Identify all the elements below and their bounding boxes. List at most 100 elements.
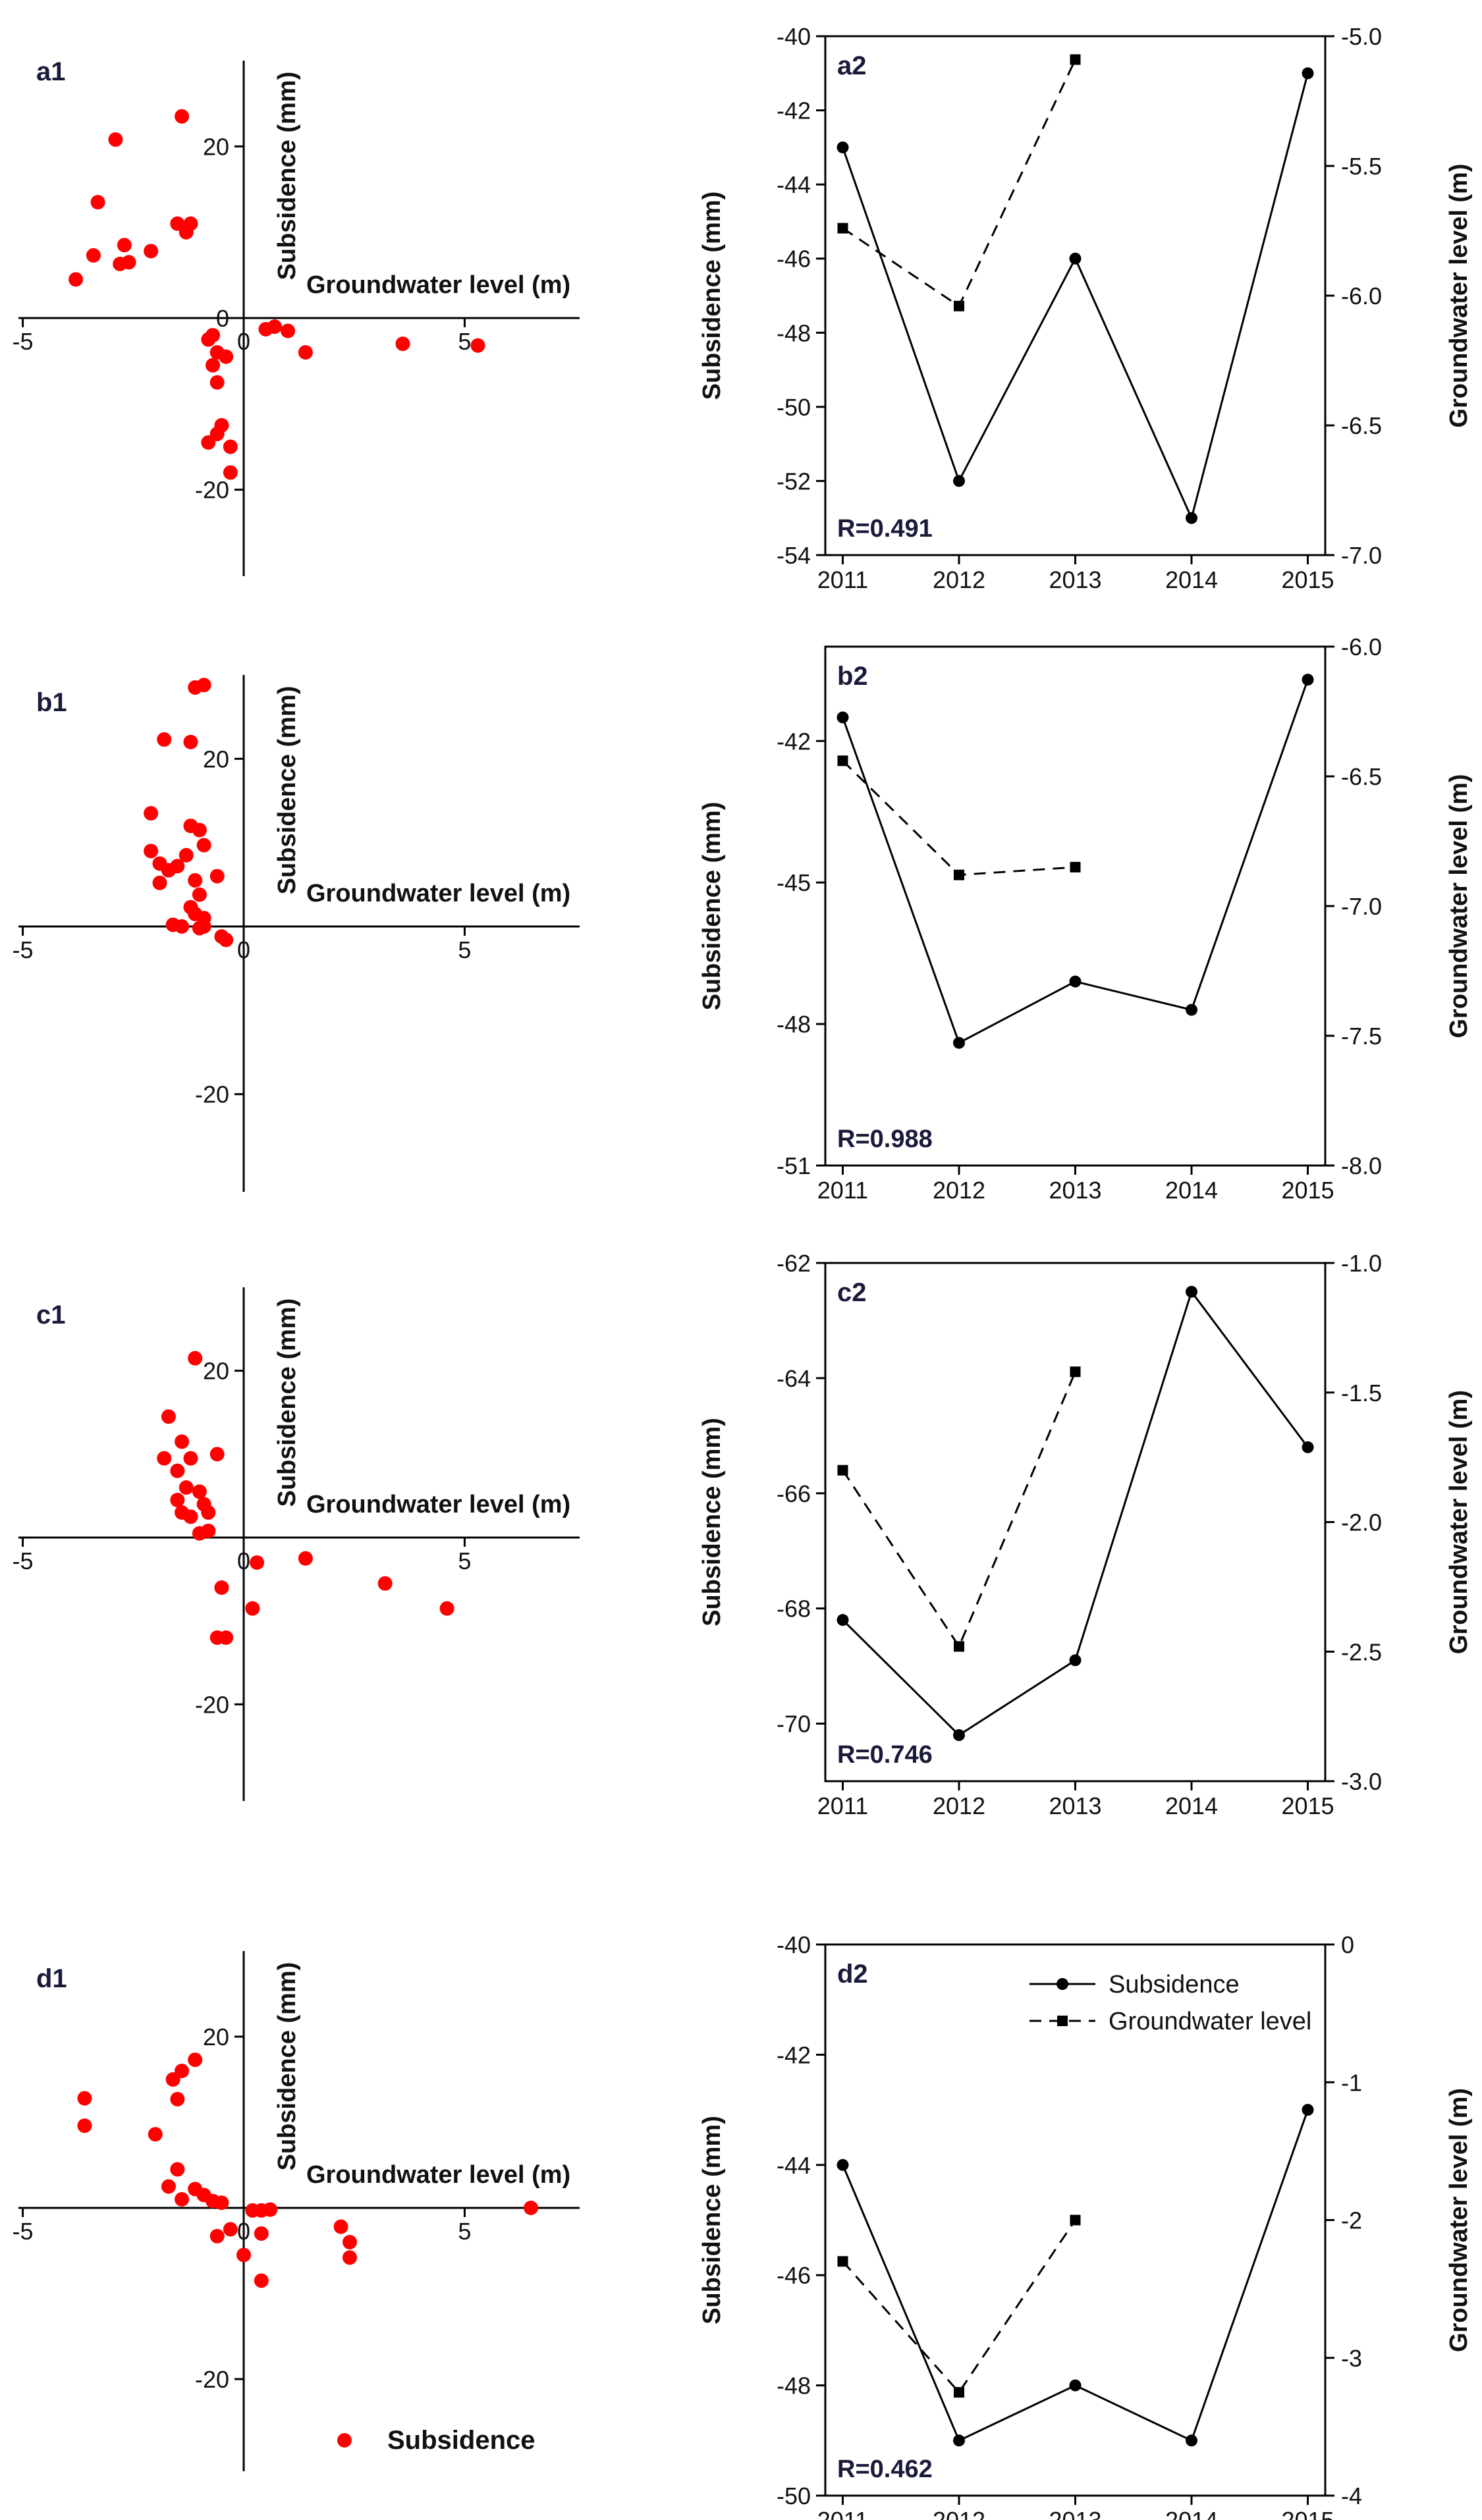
y-tick-label: -44: [777, 2152, 811, 2179]
legend-groundwater-marker: [1057, 2016, 1068, 2026]
subsidence-point: [952, 2434, 965, 2447]
y-tick-label: 0: [216, 305, 229, 332]
groundwater-point: [1070, 2214, 1081, 2226]
scatter-point: [86, 248, 101, 263]
y2-tick-label: -1.5: [1341, 1380, 1382, 1407]
y-tick-label: -42: [777, 2041, 811, 2068]
y-axis-title: Subsidence (mm): [273, 72, 301, 281]
subsidence-point: [952, 1036, 965, 1049]
scatter-point: [183, 1451, 198, 1466]
groundwater-point: [953, 300, 964, 311]
groundwater-line: [842, 1371, 1076, 1649]
groundwater-point: [1070, 861, 1081, 872]
correlation-label: R=0.462: [837, 2455, 933, 2483]
groundwater-point: [953, 869, 964, 880]
scatter-point: [144, 806, 159, 821]
x-tick-label: 2015: [1281, 2507, 1334, 2520]
legend-marker: [337, 2433, 352, 2448]
panel-label: d2: [837, 1960, 868, 1989]
scatter-point: [161, 2179, 176, 2194]
subsidence-point: [1302, 1441, 1314, 1453]
x-tick-label: 2013: [1049, 1792, 1101, 1819]
x-tick-label: 5: [458, 328, 471, 355]
x-tick-label: 5: [458, 1547, 471, 1574]
scatter-point: [209, 2228, 225, 2243]
panel-label: c2: [837, 1278, 867, 1307]
y2-tick-label: -6.5: [1341, 763, 1382, 790]
y-tick-label: -50: [777, 394, 811, 421]
scatter-panel-c1: -5 0 5 20 -20 Groundwater level (m)Subsidence…: [13, 1287, 580, 1801]
x-tick-label: 2015: [1281, 566, 1334, 593]
x-tick-label: 2011: [817, 2507, 868, 2520]
scatter-point: [196, 919, 211, 934]
y2-tick-label: -6.0: [1341, 282, 1382, 309]
x-tick-label: 0: [237, 2218, 250, 2245]
x-axis-title: Groundwater level (m): [306, 880, 570, 907]
x-tick-label: 2012: [933, 2507, 985, 2520]
scatter-panel-b1: -5 0 5 20 -20 Groundwater level (m)Subsidence…: [13, 675, 580, 1192]
x-tick-label: 2012: [933, 1792, 985, 1819]
x-tick-label: 2013: [1049, 1177, 1101, 1204]
scatter-point: [333, 2219, 348, 2234]
scatter-point: [175, 1434, 190, 1449]
y-axis-title: Subsidence (mm): [273, 1962, 301, 2171]
scatter-point: [157, 732, 172, 747]
x-tick-label: 2012: [933, 566, 985, 593]
x-tick-label: 2014: [1165, 2507, 1218, 2520]
y2-tick-label: -8.0: [1341, 1152, 1382, 1179]
groundwater-point: [837, 223, 848, 234]
y-tick-label: -50: [777, 2482, 811, 2509]
subsidence-point: [1186, 2434, 1198, 2447]
scatter-point: [209, 375, 225, 390]
scatter-point: [214, 1580, 229, 1595]
scatter-point: [170, 2091, 185, 2106]
x-tick-label: -5: [13, 328, 34, 355]
scatter-point: [201, 435, 216, 450]
scatter-point: [170, 859, 185, 874]
subsidence-point: [952, 475, 965, 487]
y-axis-title: Subsidence (mm): [698, 192, 726, 400]
subsidence-point: [1186, 1004, 1198, 1016]
subsidence-point: [1302, 674, 1314, 686]
subsidence-point: [837, 1614, 849, 1626]
x-tick-label: 5: [458, 2218, 471, 2245]
scatter-point: [281, 323, 296, 338]
groundwater-point: [1070, 54, 1081, 65]
subsidence-point: [1302, 2104, 1314, 2116]
scatter-point: [223, 439, 238, 454]
x-tick-label: 0: [237, 936, 250, 963]
scatter-panel-a1: -5 0 5 20 0 -20 Groundwater level (m)Subsidenc…: [13, 57, 580, 576]
scatter-point: [148, 2127, 163, 2142]
y-tick-label: -70: [777, 1711, 811, 1738]
x-tick-label: 2011: [817, 566, 868, 593]
plot-frame: [824, 1262, 1327, 1783]
subsidence-point: [1186, 1285, 1198, 1298]
x-axis-title: Groundwater level (m): [306, 1491, 570, 1518]
plot-frame: [824, 645, 1327, 1167]
legend-groundwater-label: Groundwater level: [1109, 2008, 1311, 2035]
subsidence-point: [837, 711, 849, 724]
x-tick-label: 2015: [1281, 1177, 1334, 1204]
y2-axis-title: Groundwater level (m): [1445, 2088, 1473, 2352]
y2-tick-label: -6.5: [1341, 412, 1382, 439]
correlation-label: R=0.988: [837, 1125, 933, 1153]
scatter-point: [219, 349, 234, 364]
groundwater-point: [953, 1641, 964, 1652]
scatter-point: [178, 1480, 194, 1495]
scatter-point: [121, 255, 136, 270]
scatter-point: [192, 1484, 207, 1499]
scatter-point: [175, 2064, 190, 2078]
subsidence-line: [842, 72, 1309, 522]
y2-axis-title: Groundwater level (m): [1445, 163, 1473, 427]
x-tick-label: 2011: [817, 1177, 868, 1204]
y2-tick-label: -2: [1341, 2207, 1362, 2234]
scatter-point: [223, 465, 238, 480]
x-tick-label: 5: [458, 936, 471, 963]
x-tick-label: 2015: [1281, 1792, 1334, 1819]
scatter-point: [90, 195, 105, 210]
y-tick-label: 20: [203, 133, 229, 160]
y-tick-label: -40: [777, 23, 811, 50]
x-tick-label: 2014: [1165, 566, 1218, 593]
y2-tick-label: -7.0: [1341, 542, 1382, 569]
